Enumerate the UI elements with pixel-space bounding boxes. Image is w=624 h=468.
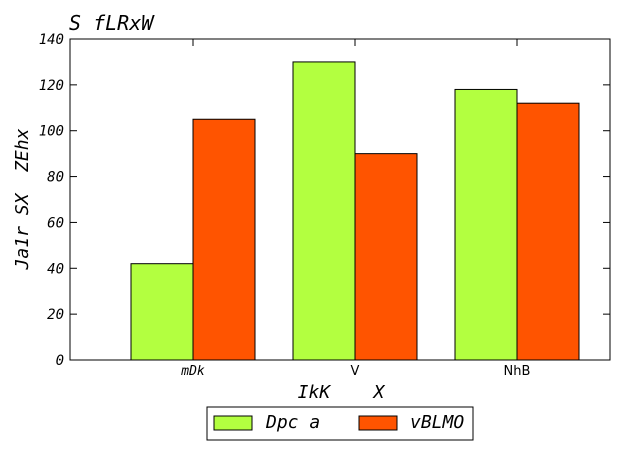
y-tick-label-40: 40 [47, 261, 64, 277]
bar-dpc-a-v [293, 62, 355, 360]
legend-swatch-vblmo [359, 416, 397, 430]
bar-vblmo-nhb [517, 103, 579, 360]
bar-dpc-a-mdk [131, 264, 193, 360]
x-tick-label-mdk: mDk [180, 364, 205, 379]
y-axis-label: Ja1r SX ZEhx [12, 128, 33, 270]
x-axis-label: IkK X [298, 382, 386, 403]
y-tick-label-100: 100 [39, 124, 64, 140]
plot-area: 0 20 40 60 80 100 120 140 mDk V NhB [39, 32, 610, 379]
y-tick-label-60: 60 [47, 215, 64, 231]
bar-vblmo-mdk [193, 119, 255, 360]
legend: Dpc a vBLMO [207, 407, 473, 440]
x-tick-label-nhb: NhB [504, 364, 531, 379]
x-tick-label-v: V [351, 364, 360, 379]
y-tick-label-80: 80 [47, 170, 64, 186]
chart-title: S fLRxW [69, 11, 155, 35]
bar-vblmo-v [355, 154, 417, 360]
legend-label-dpc-a: Dpc a [265, 412, 320, 433]
y-tick-label-120: 120 [39, 78, 64, 94]
legend-label-vblmo: vBLMO [410, 412, 464, 433]
y-tick-label-0: 0 [56, 353, 64, 369]
legend-swatch-dpc-a [214, 416, 252, 430]
y-tick-label-140: 140 [39, 32, 64, 48]
y-tick-label-20: 20 [47, 307, 64, 323]
bar-dpc-a-nhb [455, 89, 517, 360]
